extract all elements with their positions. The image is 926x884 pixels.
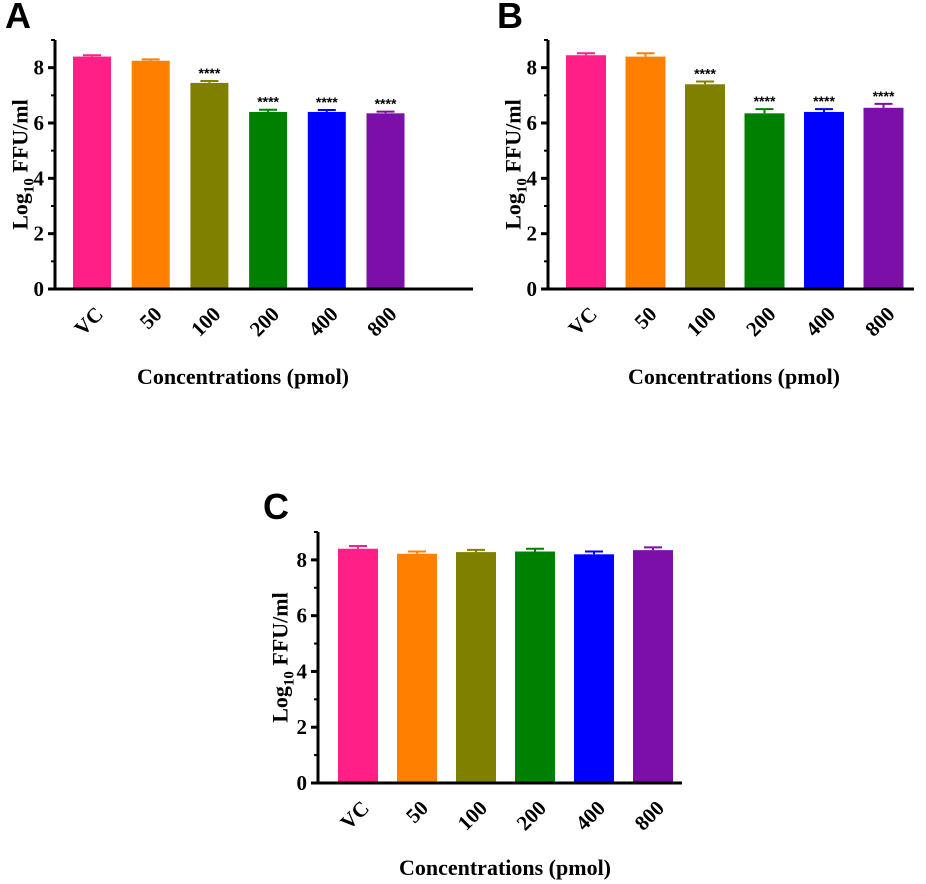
y-axis-title-subscript: 10: [282, 671, 298, 686]
y-tick-label: 2: [527, 222, 538, 246]
bar-400: [307, 111, 346, 289]
x-tick-label: 400: [801, 302, 840, 341]
x-tick-label: 400: [571, 796, 610, 835]
y-axis-title-unit: FFU/ml: [501, 99, 526, 178]
bar-100: [685, 84, 725, 290]
y-tick-label: 6: [527, 111, 538, 135]
x-axis-title: Concentrations (pmol): [628, 364, 840, 389]
y-axis-title-unit: FFU/ml: [8, 99, 33, 178]
bar-vc: [73, 56, 111, 289]
x-axis-title: Concentrations (pmol): [399, 855, 611, 880]
bar-800: [366, 113, 405, 289]
y-tick-label: 2: [297, 715, 308, 739]
panel-b: B VC 50 **** 100 **** 200 **** 400 **** 800 0 2 4 6 8 Co…: [497, 0, 914, 389]
bar-50: [625, 56, 666, 289]
y-tick-label: 6: [297, 604, 308, 628]
significance-label: ****: [316, 94, 338, 110]
bar-800: [633, 550, 673, 783]
y-tick-label: 8: [527, 56, 538, 80]
bar-50: [397, 553, 437, 783]
x-axis-title: Concentrations (pmol): [137, 364, 349, 389]
bar-200: [249, 111, 288, 289]
x-tick-label: 50: [401, 796, 433, 828]
y-tick-label: 8: [34, 56, 45, 80]
panel-c: C VC 50 100 200 400 800 0 2 4 6 8 Concentrations (pm…: [263, 486, 682, 880]
x-tick-label: 200: [512, 796, 551, 835]
y-axis-title: Log10 FFU/ml: [268, 592, 298, 723]
y-axis-title: Log10 FFU/ml: [501, 99, 531, 230]
bar-400: [804, 111, 844, 289]
panel-letter: B: [497, 0, 523, 36]
y-tick-label: 0: [297, 771, 308, 795]
panel-letter: C: [263, 486, 289, 527]
y-tick-label: 6: [34, 111, 45, 135]
bar-800: [863, 107, 904, 290]
y-axis-title-subscript: 10: [22, 178, 38, 193]
bar-200: [744, 113, 785, 289]
bar-200: [515, 551, 555, 783]
bar-400: [574, 554, 614, 783]
significance-label: ****: [873, 88, 895, 104]
y-tick-label: 4: [527, 166, 538, 190]
panel-a: A VC 50 **** 100 **** 200 **** 400 **** 800 0 2 4 6 8 Co…: [5, 0, 473, 389]
x-tick-label: 50: [630, 302, 662, 334]
y-axis-title-main: Log: [268, 686, 293, 723]
x-tick-label: 800: [860, 302, 899, 341]
significance-label: ****: [754, 93, 776, 109]
significance-label: ****: [257, 94, 279, 110]
y-axis-title-main: Log: [501, 193, 526, 230]
panel-letter: A: [5, 0, 31, 36]
x-tick-label: 800: [362, 302, 401, 341]
y-axis-title: Log10 FFU/ml: [8, 99, 38, 230]
x-tick-label: 100: [186, 302, 225, 341]
significance-label: ****: [375, 96, 397, 112]
x-tick-label: 200: [741, 302, 780, 341]
x-tick-label: 100: [682, 302, 721, 341]
x-tick-label: 400: [303, 302, 342, 341]
bar-vc: [566, 55, 606, 289]
y-tick-label: 4: [297, 659, 308, 683]
bar-100: [456, 552, 496, 783]
x-tick-label: VC: [70, 302, 108, 340]
x-tick-label: 200: [245, 302, 284, 341]
significance-label: ****: [694, 66, 716, 82]
y-tick-label: 8: [297, 548, 308, 572]
x-tick-label: 800: [630, 796, 669, 835]
x-tick-label: VC: [336, 796, 374, 834]
y-axis-title-subscript: 10: [515, 178, 531, 193]
y-tick-label: 2: [34, 222, 45, 246]
x-tick-label: VC: [564, 302, 602, 340]
y-tick-label: 4: [34, 166, 45, 190]
y-axis-title-main: Log: [8, 193, 33, 230]
y-tick-label: 0: [527, 277, 538, 301]
x-tick-label: 100: [453, 796, 492, 835]
bar-50: [131, 60, 170, 289]
significance-label: ****: [813, 93, 835, 109]
significance-label: ****: [199, 65, 221, 81]
bar-100: [190, 82, 229, 289]
y-axis-title-unit: FFU/ml: [268, 592, 293, 671]
bar-vc: [338, 548, 378, 783]
y-tick-label: 0: [34, 277, 45, 301]
x-tick-label: 50: [135, 302, 167, 334]
